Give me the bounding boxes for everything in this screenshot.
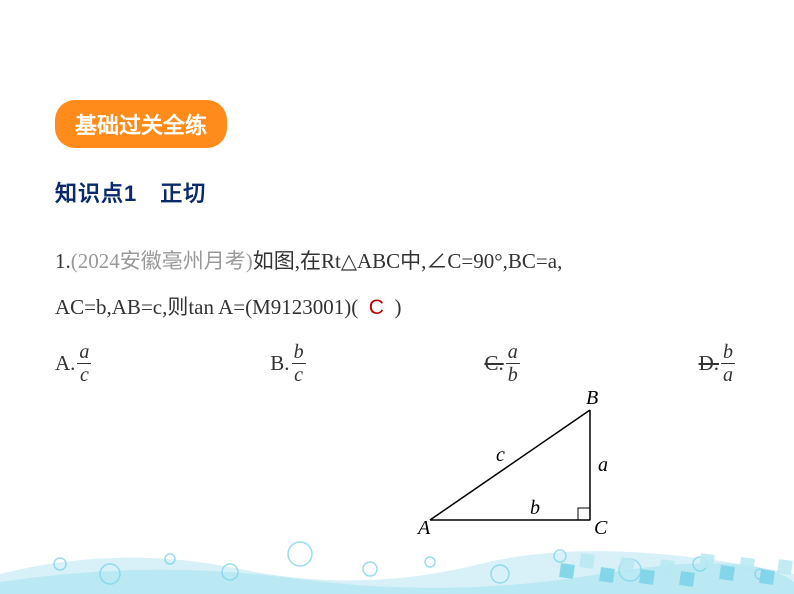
option-b-denominator: c bbox=[292, 364, 305, 386]
option-c-fraction: a b bbox=[506, 341, 520, 386]
option-b-label: B. bbox=[270, 351, 289, 376]
knowledge-point-title: 知识点1 正切 bbox=[55, 176, 739, 208]
option-d-label: D. bbox=[699, 351, 719, 376]
option-c-numerator: a bbox=[506, 341, 520, 364]
option-c-denominator: b bbox=[506, 364, 520, 386]
option-a: A. a c bbox=[55, 341, 91, 386]
question-text-line1: 如图,在Rt△ABC中,∠C=90°,BC=a, bbox=[253, 249, 563, 273]
question-answer: C bbox=[369, 296, 384, 319]
svg-text:c: c bbox=[496, 444, 505, 466]
option-b-fraction: b c bbox=[292, 341, 306, 386]
option-d: D. b a bbox=[699, 341, 735, 386]
question-source: (2024安徽亳州月考) bbox=[71, 249, 253, 273]
option-a-fraction: a c bbox=[77, 341, 91, 386]
svg-text:B: B bbox=[586, 390, 598, 409]
section-badge: 基础过关全练 bbox=[55, 100, 227, 148]
option-d-numerator: b bbox=[721, 341, 735, 364]
option-a-denominator: c bbox=[78, 364, 91, 386]
question-number: 1. bbox=[55, 249, 71, 273]
option-c-label: C. bbox=[484, 351, 503, 376]
option-b: B. b c bbox=[270, 341, 305, 386]
options-row: A. a c B. b c C. a b D. b a bbox=[55, 341, 735, 386]
question-text-line2: AC=b,AB=c,则tan A=(M9123001)( bbox=[55, 295, 358, 319]
option-d-fraction: b a bbox=[721, 341, 735, 386]
option-d-denominator: a bbox=[721, 364, 735, 386]
option-a-label: A. bbox=[55, 351, 75, 376]
option-b-numerator: b bbox=[292, 341, 306, 364]
question-text-line3: ) bbox=[394, 295, 401, 319]
option-a-numerator: a bbox=[77, 341, 91, 364]
option-c: C. a b bbox=[484, 341, 519, 386]
decorative-footer bbox=[0, 524, 794, 594]
svg-text:b: b bbox=[530, 497, 540, 519]
question-block: 1.(2024安徽亳州月考)如图,在Rt△ABC中,∠C=90°,BC=a, A… bbox=[55, 238, 739, 331]
svg-text:a: a bbox=[598, 454, 608, 476]
